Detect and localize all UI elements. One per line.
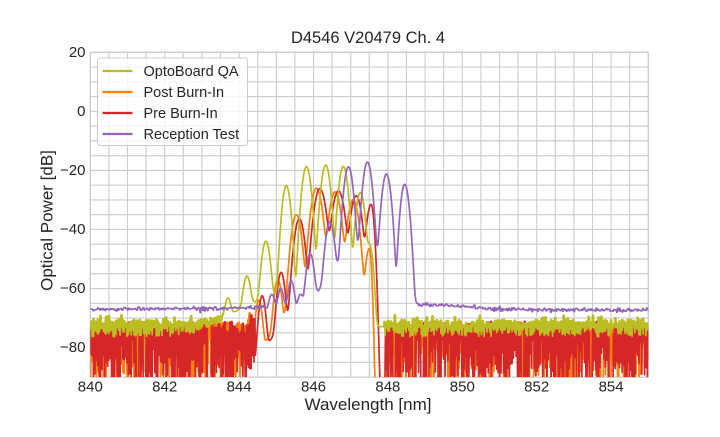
svg-text:840: 840 [78, 379, 103, 396]
svg-text:842: 842 [152, 379, 177, 396]
svg-text:−40: −40 [60, 221, 85, 238]
svg-text:20: 20 [69, 44, 86, 61]
svg-text:D4546 V20479 Ch. 4: D4546 V20479 Ch. 4 [291, 29, 445, 47]
svg-text:Reception Test: Reception Test [144, 127, 240, 143]
svg-text:OptoBoard QA: OptoBoard QA [144, 64, 239, 80]
svg-text:844: 844 [227, 379, 252, 396]
svg-text:Wavelength [nm]: Wavelength [nm] [305, 395, 432, 414]
svg-text:854: 854 [599, 379, 624, 396]
svg-text:846: 846 [301, 379, 326, 396]
svg-text:852: 852 [524, 379, 549, 396]
svg-text:848: 848 [375, 379, 400, 396]
svg-text:−60: −60 [60, 280, 85, 297]
svg-text:0: 0 [77, 103, 85, 120]
svg-text:Pre Burn-In: Pre Burn-In [144, 106, 218, 122]
svg-text:−80: −80 [60, 339, 85, 356]
svg-text:−20: −20 [60, 162, 85, 179]
svg-text:Post Burn-In: Post Burn-In [144, 85, 225, 101]
svg-text:Optical Power [dB]: Optical Power [dB] [37, 150, 56, 291]
svg-text:850: 850 [450, 379, 475, 396]
